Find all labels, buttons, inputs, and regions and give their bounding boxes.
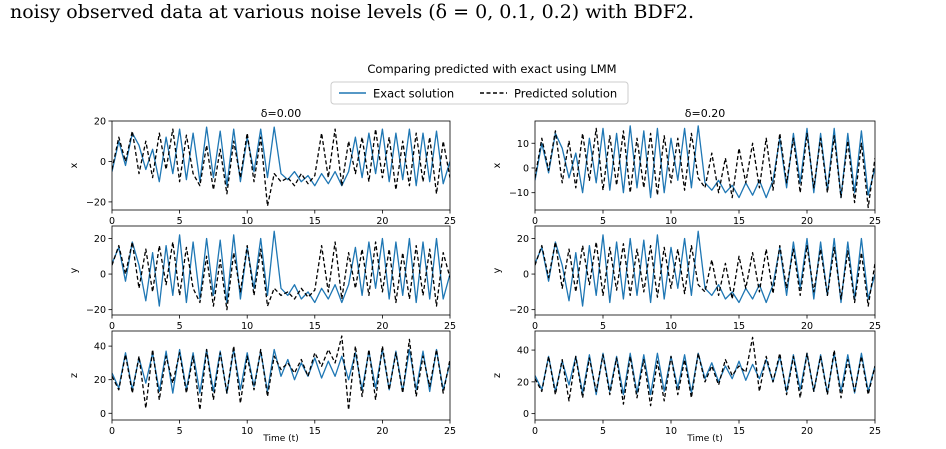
x-tick-label: 10 [241,216,253,227]
predicted-series-line [112,241,450,311]
x-tick-label: 0 [109,321,115,332]
y-axis-label: y [69,267,80,273]
legend-predicted-label: Predicted solution [514,87,617,101]
y-tick-label: 10 [517,139,529,150]
x-tick-label: 25 [869,321,881,332]
predicted-series-line [112,128,450,207]
y-tick-label: −20 [86,197,106,208]
x-tick-label: 15 [309,426,321,437]
y-tick-label: −10 [509,188,529,199]
y-tick-label: 40 [94,342,106,353]
y-tick-label: 0 [100,409,106,420]
x-tick-label: 25 [444,321,456,332]
y-tick-label: 0 [523,270,529,281]
y-tick-label: 0 [100,270,106,281]
axes-frame [534,225,876,316]
x-tick-label: 15 [309,216,321,227]
x-tick-label: 25 [869,216,881,227]
y-axis-label: x [69,162,80,168]
x-axis-label-left: Time (t) [262,434,298,444]
x-tick-label: 0 [109,426,115,437]
x-tick-label: 5 [600,216,606,227]
legend-exact-label: Exact solution [373,87,454,101]
x-tick-label: 20 [376,321,388,332]
x-tick-label: 25 [444,426,456,437]
predicted-series-line [535,241,875,307]
y-tick-label: 0 [523,163,529,174]
x-tick-label: 20 [376,216,388,227]
exact-series-line [112,126,450,187]
subplot-5: 0 5 10 15 20 25 0 20 40 z [69,330,456,437]
axes-frame [111,225,451,316]
y-tick-label: 20 [94,375,106,386]
y-tick-label: 0 [523,409,529,420]
x-tick-label: 5 [600,321,606,332]
predicted-series-line [535,336,875,407]
exact-series-line [535,125,875,199]
x-tick-label: 20 [801,321,813,332]
x-tick-label: 15 [733,321,745,332]
x-axis-label-right: Time (t) [686,434,722,444]
axes-frame [534,120,876,211]
x-tick-label: 0 [532,216,538,227]
x-tick-label: 0 [532,426,538,437]
subplot-title: δ=0.00 [261,107,301,120]
subplot-2: 0 5 10 15 20 25 −10 0 10 x δ=0.20 [492,107,881,227]
legend: Exact solution Predicted solution [330,81,629,105]
x-tick-label: 10 [665,321,677,332]
x-tick-label: 15 [733,216,745,227]
x-tick-label: 20 [801,426,813,437]
x-tick-label: 20 [801,216,813,227]
x-tick-label: 20 [376,426,388,437]
x-tick-label: 25 [869,426,881,437]
y-tick-label: 20 [517,234,529,245]
figure-suptitle: Comparing predicted with exact using LMM [367,62,616,76]
x-tick-label: 10 [241,426,253,437]
plot-area [112,121,450,210]
y-axis-label: y [492,267,503,273]
legend-frame [330,81,629,105]
plot-area [535,331,875,420]
y-tick-label: 20 [94,234,106,245]
x-tick-label: 15 [733,426,745,437]
y-axis-label: z [69,373,80,378]
y-tick-label: 20 [94,117,106,128]
x-tick-label: 5 [177,216,183,227]
subplot-6: 0 5 10 15 20 25 0 20 40 z [492,330,881,437]
exact-series-line [112,348,450,394]
x-tick-label: 10 [241,321,253,332]
axes-frame [534,330,876,421]
x-tick-label: 10 [665,426,677,437]
y-tick-label: −20 [509,305,529,316]
x-tick-label: 25 [444,216,456,227]
x-tick-label: 5 [177,321,183,332]
y-axis-label: z [492,373,503,378]
predicted-series-line [112,335,450,411]
axes-frame [111,330,451,421]
subplot-title: δ=0.20 [685,107,725,120]
y-tick-label: 0 [100,157,106,168]
x-tick-label: 10 [665,216,677,227]
x-tick-label: 5 [177,426,183,437]
axes-frame [111,120,451,211]
x-tick-label: 0 [532,321,538,332]
exact-series-line [112,230,450,307]
y-axis-label: x [492,162,503,168]
x-tick-label: 15 [309,321,321,332]
y-tick-label: 20 [517,377,529,388]
figure-caption: noisy observed data at various noise lev… [10,1,695,23]
y-tick-label: 40 [517,346,529,357]
x-tick-label: 5 [600,426,606,437]
x-tick-label: 0 [109,216,115,227]
y-tick-label: −20 [86,305,106,316]
